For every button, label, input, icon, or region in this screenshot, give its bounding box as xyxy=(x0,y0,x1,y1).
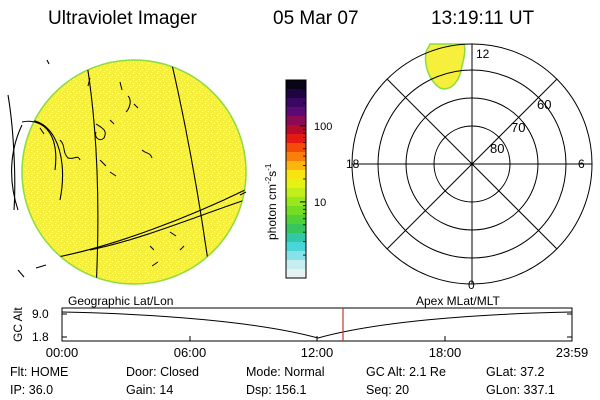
mlat-label-80: 80 xyxy=(490,141,504,156)
lat-lon-grid-outer xyxy=(7,59,247,278)
color-scale-block xyxy=(286,179,306,189)
altitude-tick-high: 9.0 xyxy=(32,307,49,321)
altitude-timeline: GC Alt 9.0 1.8 00:00 06:00 12:00 18:00 2… xyxy=(11,307,588,360)
color-scale-block xyxy=(286,215,306,225)
info-gain: Gain: 14 xyxy=(126,383,174,397)
coastlines xyxy=(39,77,185,267)
color-scale-block xyxy=(286,89,306,99)
color-scale-block xyxy=(286,188,306,198)
polar-grid xyxy=(351,43,593,285)
mlt-label-12: 12 xyxy=(476,47,490,61)
color-scale-block xyxy=(286,170,306,180)
info-gc-alt: GC Alt: 2.1 Re xyxy=(366,365,446,379)
time-tick-1: 06:00 xyxy=(174,345,207,360)
color-scale-tick-label: 100 xyxy=(314,121,332,133)
time-tick-4: 23:59 xyxy=(556,345,589,360)
mlt-label-0: 0 xyxy=(468,278,475,292)
color-scale-block xyxy=(286,98,306,108)
altitude-ticks xyxy=(62,313,572,341)
color-scale-block xyxy=(286,134,306,144)
color-scale-block xyxy=(286,152,306,162)
app-title: Ultraviolet Imager xyxy=(48,8,197,29)
info-ip: IP: 36.0 xyxy=(10,383,54,397)
color-scale-block xyxy=(286,242,306,252)
time-tick-0: 00:00 xyxy=(46,345,79,360)
time-tick-3: 18:00 xyxy=(429,345,462,360)
color-scale-block xyxy=(286,80,306,90)
color-scale-block xyxy=(286,197,306,207)
color-scale-block xyxy=(286,233,306,243)
color-scale: 100 10 photon cm-2s-1 xyxy=(264,79,332,279)
info-glon: GLon: 337.1 xyxy=(486,383,555,397)
mlt-label-18: 18 xyxy=(346,157,360,171)
color-scale-block xyxy=(286,116,306,126)
observation-date: 05 Mar 07 xyxy=(273,8,359,29)
mlat-label-60: 60 xyxy=(537,97,551,112)
time-tick-2: 12:00 xyxy=(301,345,334,360)
altitude-curve xyxy=(61,311,573,339)
color-scale-block xyxy=(286,224,306,234)
info-dsp: Dsp: 156.1 xyxy=(246,383,307,397)
observation-time: 13:19:11 UT xyxy=(431,8,535,29)
mlat-label-70: 70 xyxy=(511,120,525,135)
mlt-label-6: 6 xyxy=(578,157,585,171)
info-glat: GLat: 37.2 xyxy=(486,365,545,379)
color-scale-label: photon cm-2s-1 xyxy=(264,163,279,240)
geographic-image-panel: Geographic Lat/Lon xyxy=(7,59,247,308)
info-mode: Mode: Normal xyxy=(246,365,325,379)
color-scale-block xyxy=(286,206,306,216)
polar-axis-diag2 xyxy=(386,78,558,250)
altitude-axis-label: GC Alt xyxy=(11,307,25,342)
color-scale-block xyxy=(286,143,306,153)
polar-plot-panel: 12 18 6 0 60 70 80 Apex MLat/MLT xyxy=(346,43,593,308)
info-seq: Seq: 20 xyxy=(366,383,410,397)
color-scale-blocks xyxy=(286,80,306,279)
color-scale-block xyxy=(286,251,306,261)
color-scale-block xyxy=(286,125,306,135)
color-scale-tick-label: 10 xyxy=(314,197,326,209)
color-scale-block xyxy=(286,107,306,117)
color-scale-ticks: 100 10 xyxy=(300,89,332,256)
altitude-tick-low: 1.8 xyxy=(32,330,49,344)
color-scale-block xyxy=(286,269,306,279)
apex-panel-label: Apex MLat/MLT xyxy=(416,294,500,308)
color-scale-block xyxy=(286,260,306,270)
earth-disk-texture xyxy=(23,61,245,283)
geographic-panel-label: Geographic Lat/Lon xyxy=(68,294,173,308)
info-flt: Flt: HOME xyxy=(10,365,69,379)
color-scale-block xyxy=(286,161,306,171)
info-door: Door: Closed xyxy=(126,365,199,379)
